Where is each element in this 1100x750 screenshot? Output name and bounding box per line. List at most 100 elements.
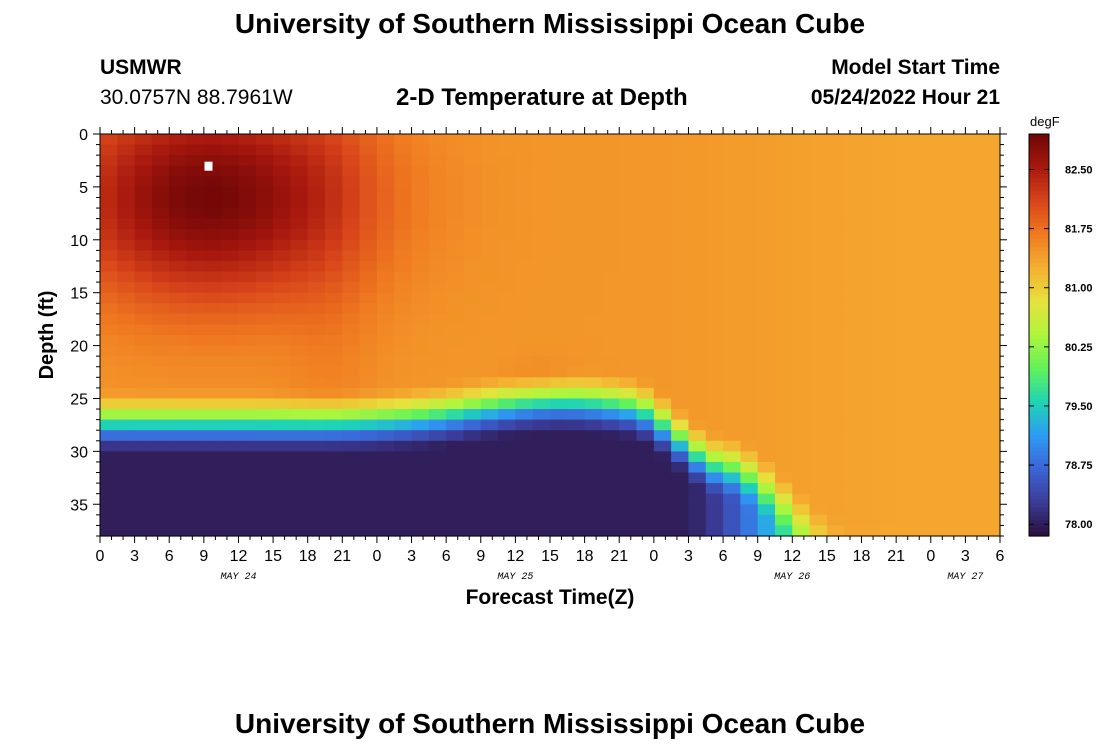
heat-cell [878,155,897,167]
heat-cell [653,165,672,177]
colorbar-swatch [1029,415,1049,421]
heat-cell [498,165,516,177]
heat-cell [515,377,534,389]
heat-cell [428,229,447,241]
heat-cell [186,208,205,220]
heat-cell [671,218,690,230]
heat-cell [169,134,188,146]
heat-cell [186,366,205,378]
heat-cell [151,377,170,389]
colorbar-swatch [1029,182,1049,187]
colorbar-swatch [1029,475,1049,481]
heat-cell [619,260,638,273]
heat-cell [100,377,118,389]
colorbar-swatch [1029,202,1049,207]
heat-cell [792,229,811,241]
heat-cell [826,335,845,347]
heat-cell [757,134,776,146]
heat-cell [203,419,222,431]
heat-cell [238,483,257,495]
heat-cell [446,345,465,357]
heat-cell [636,292,655,304]
heat-cell [134,430,153,442]
heat-cell [446,208,465,220]
heat-cell [446,514,465,527]
heat-cell [446,356,465,368]
heat-cell [636,514,655,527]
heat-cell [775,514,793,527]
heat-cell [757,282,776,294]
heat-cell [584,292,603,304]
heat-cell [809,440,828,452]
heat-cell [480,313,499,326]
heat-cell [740,451,759,463]
heat-cell [792,461,811,474]
heat-cell [636,377,655,389]
heat-cell [273,451,291,463]
heat-cell [653,419,672,431]
heat-cell [221,229,240,241]
colorbar-unit-label: degF [1030,114,1060,129]
heat-cell [740,239,759,251]
heat-cell [584,218,603,230]
heat-cell [273,324,291,336]
heat-cell [792,250,811,262]
heat-cell [861,430,880,442]
heat-cell [238,504,257,516]
heat-cell [861,366,880,378]
heat-cell [411,398,430,410]
heat-cell [498,419,516,431]
heat-cell [723,303,741,315]
heat-cell [740,356,759,368]
heat-cell [411,324,430,336]
heat-cell [584,155,603,167]
heat-cell [498,324,516,336]
heat-cell [151,165,170,177]
heat-cell [757,292,776,304]
heat-cell [930,229,949,241]
heat-cell [463,313,482,326]
heat-cell [238,303,257,315]
heat-cell [290,398,309,410]
heat-cell [601,239,620,251]
heat-cell [480,271,499,283]
heat-cell [100,419,118,431]
colorbar-swatch [1029,443,1049,449]
heat-cell [757,419,776,431]
heat-cell [723,260,741,273]
heat-cell [463,271,482,283]
heat-cell [411,356,430,368]
heat-cell [878,440,897,452]
heat-cell [255,165,274,177]
heat-cell [342,430,361,442]
heat-cell [359,176,378,188]
heat-cell [186,250,205,262]
heat-cell [446,493,465,505]
heat-cell [255,461,274,474]
heat-cell [117,419,136,431]
heat-cell [325,461,343,474]
x-tick-label: 0 [96,548,105,565]
heat-cell [238,514,257,527]
heat-cell [671,271,690,283]
heat-cell [221,313,240,326]
heat-cell [619,387,638,400]
heat-cell [515,144,534,156]
heat-cell [186,409,205,421]
heat-cell [619,218,638,230]
heat-cell [740,186,759,199]
heat-cell [342,176,361,188]
heat-cell [982,260,1001,273]
heat-cell [982,303,1001,315]
heat-cell [100,165,118,177]
heat-cell [221,239,240,251]
heat-cell [273,260,291,273]
heat-cell [255,419,274,431]
heat-cell [705,525,724,537]
heat-cell [100,186,118,199]
heat-cell [428,504,447,516]
heat-cell [238,218,257,230]
heat-cell [463,250,482,262]
heat-cell [878,356,897,368]
heat-cell [878,292,897,304]
